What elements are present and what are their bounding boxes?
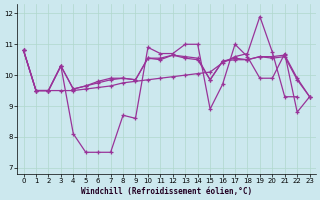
X-axis label: Windchill (Refroidissement éolien,°C): Windchill (Refroidissement éolien,°C) [81, 187, 252, 196]
